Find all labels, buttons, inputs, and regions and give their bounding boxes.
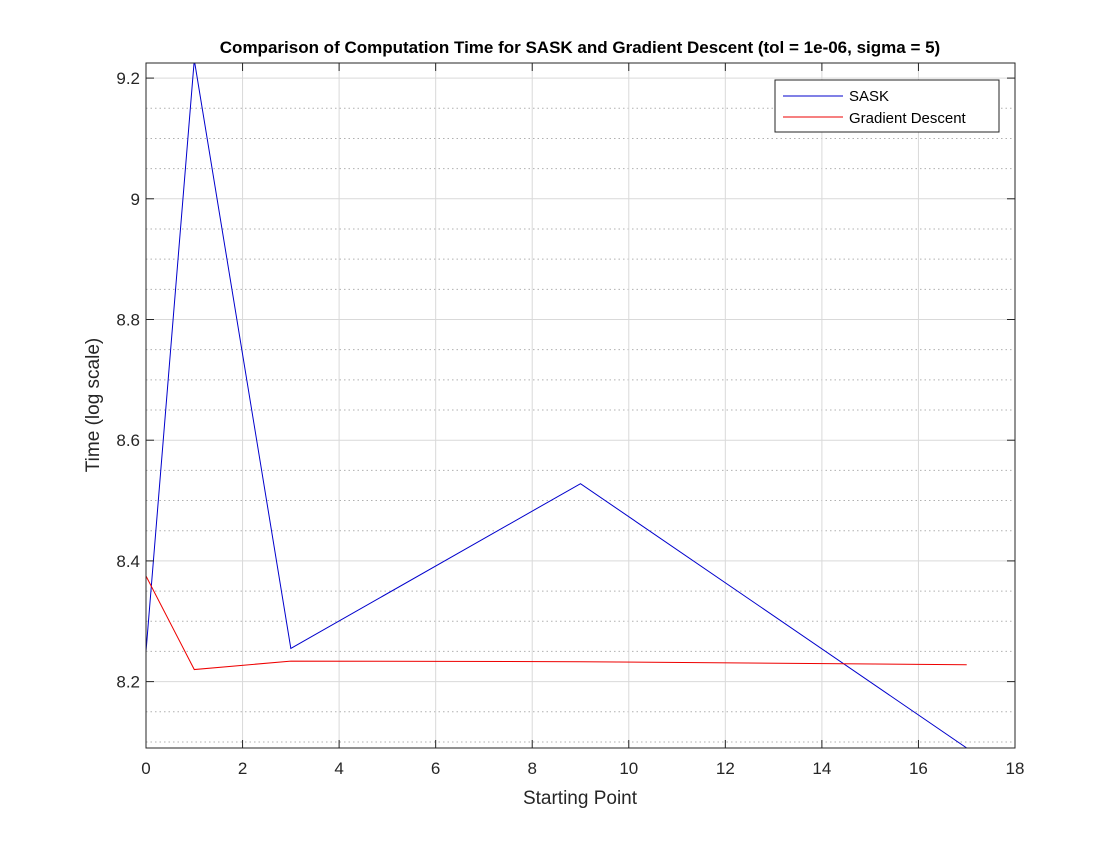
y-tick-label: 9.2 — [116, 69, 140, 88]
y-tick-label: 9 — [131, 190, 140, 209]
x-tick-label: 8 — [527, 759, 536, 778]
y-tick-label: 8.4 — [116, 552, 140, 571]
x-tick-label: 0 — [141, 759, 150, 778]
legend-label-gradient-descent: Gradient Descent — [849, 110, 967, 127]
series-line-sask — [146, 63, 968, 748]
x-axis-label: Starting Point — [523, 788, 638, 809]
legend: SASK Gradient Descent — [774, 79, 1000, 133]
x-tick-label: 12 — [716, 759, 735, 778]
series-line-gradient-descent — [146, 575, 967, 671]
x-tick-label: 2 — [238, 759, 247, 778]
legend-label-sask: SASK — [849, 88, 889, 105]
y-tick-label: 8.6 — [116, 431, 140, 450]
legend-box — [774, 79, 1000, 133]
plot-frame — [145, 62, 1016, 749]
x-tick-label: 16 — [909, 759, 928, 778]
chart-title: Comparison of Computation Time for SASK … — [220, 38, 940, 57]
x-tick-label: 10 — [619, 759, 638, 778]
plot-area — [146, 63, 1015, 748]
x-tick-label: 6 — [431, 759, 440, 778]
y-axis-label: Time (log scale) — [83, 338, 104, 472]
y-tick-label: 8.8 — [116, 310, 140, 329]
x-tick-label: 18 — [1006, 759, 1025, 778]
y-tick-label: 8.2 — [116, 673, 140, 692]
x-tick-label: 14 — [812, 759, 831, 778]
x-tick-label: 4 — [334, 759, 343, 778]
